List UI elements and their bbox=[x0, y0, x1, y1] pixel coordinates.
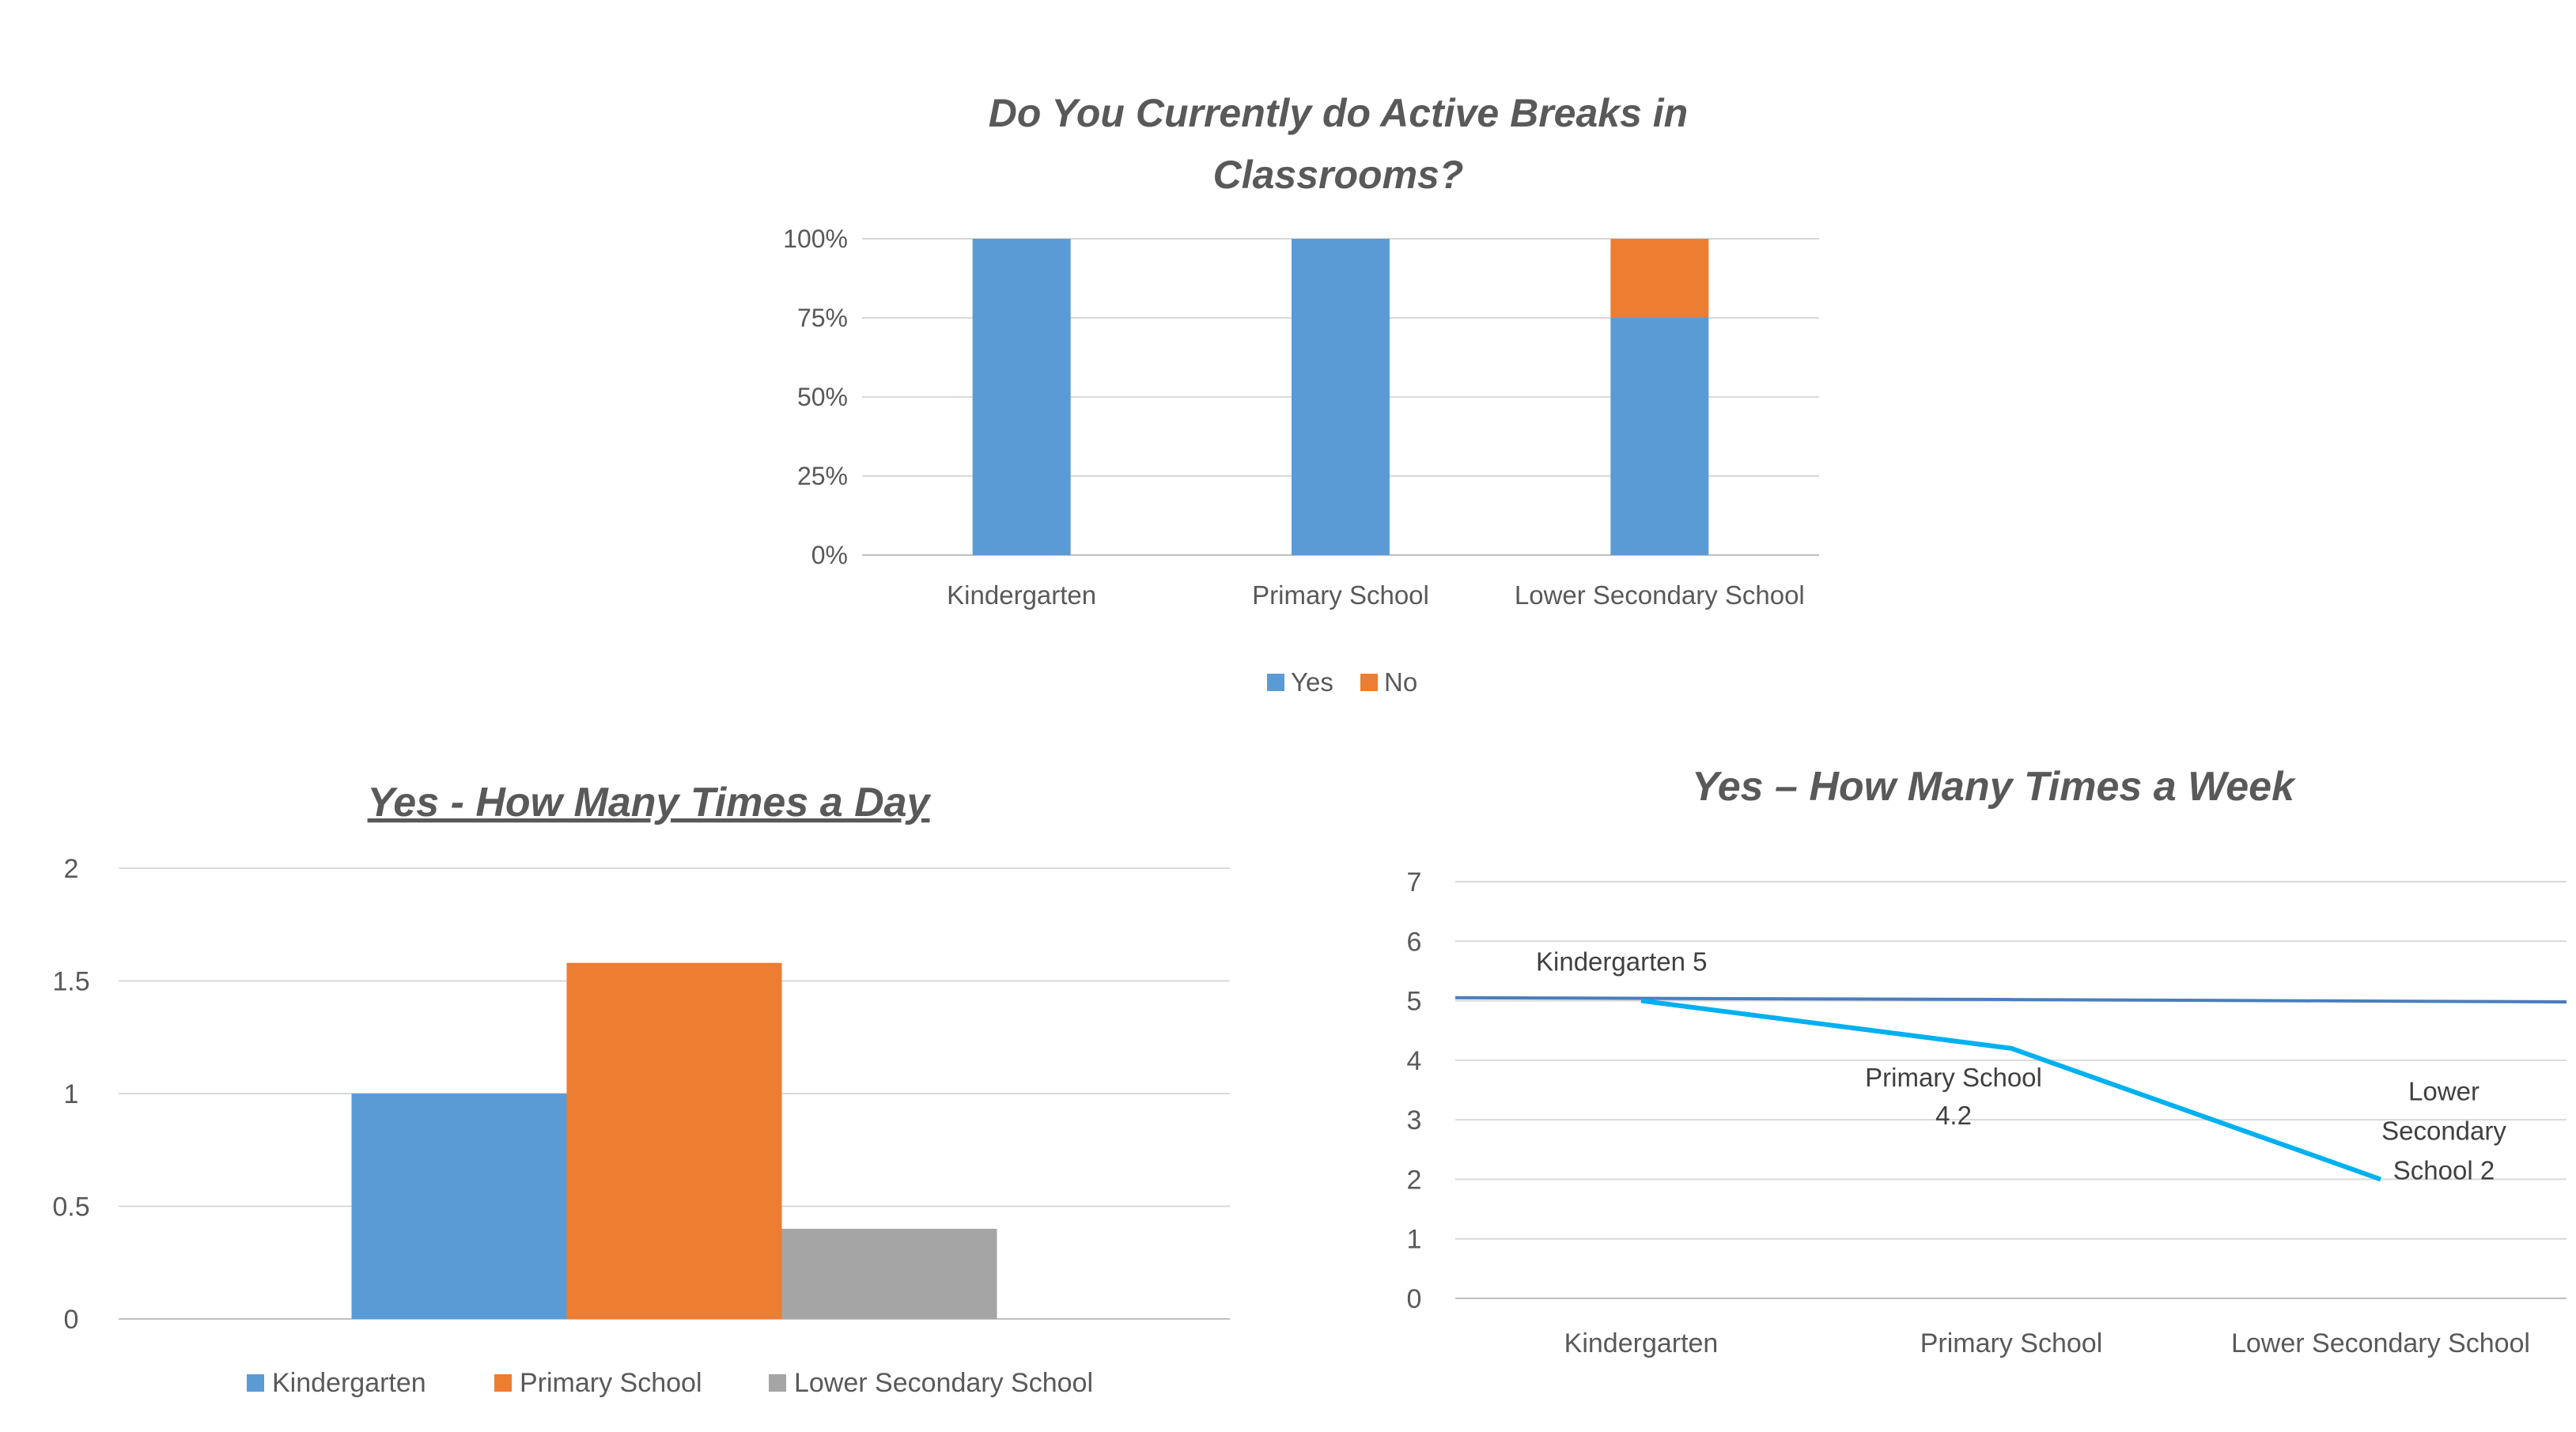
bar-no-2 bbox=[1610, 239, 1709, 318]
legend-label: Lower Secondary School bbox=[794, 1368, 1093, 1398]
chart-title: Yes - How Many Times a Day bbox=[368, 780, 932, 826]
legend-label: Yes bbox=[1291, 667, 1333, 697]
chart-active-breaks-svg: Do You Currently do Active Breaks in Cla… bbox=[783, 91, 1819, 697]
bar-0 bbox=[351, 1094, 567, 1319]
chart-title: Yes – How Many Times a Week bbox=[1692, 764, 2297, 810]
data-label-lower-secondary: Lower Secondary School 2 bbox=[2381, 1076, 2506, 1185]
legend-swatch bbox=[1267, 674, 1284, 691]
bar-yes-2 bbox=[1610, 318, 1709, 555]
x-tick-label: Lower Secondary School bbox=[1515, 580, 1805, 610]
legend-swatch bbox=[769, 1374, 786, 1392]
chart-title-line-2: Classrooms? bbox=[1213, 153, 1464, 197]
y-tick-label: 5 bbox=[1407, 987, 1422, 1017]
y-tick-label: 2 bbox=[64, 854, 79, 884]
y-tick-label: 6 bbox=[1407, 927, 1422, 957]
y-tick-label: 0.5 bbox=[52, 1192, 89, 1222]
chart-title-line-1: Do You Currently do Active Breaks in bbox=[989, 91, 1688, 135]
chart-active-breaks: Do You Currently do Active Breaks in Cla… bbox=[696, 63, 1961, 727]
chart-times-a-week-svg: Yes – How Many Times a Week 0 1 2 3 4 5 6 7 Kind… bbox=[1407, 764, 2567, 1358]
legend-swatch bbox=[1360, 674, 1378, 691]
x-tick-label: Primary School bbox=[1920, 1328, 2103, 1358]
bar-2 bbox=[781, 1229, 997, 1319]
bar-yes-1 bbox=[1292, 239, 1390, 555]
chart-times-a-week: Yes – How Many Times a Week 0 1 2 3 4 5 6 7 Kind… bbox=[1345, 743, 2576, 1423]
y-tick-label: 0% bbox=[811, 541, 848, 569]
y-tick-label: 0 bbox=[1407, 1284, 1422, 1314]
legend-swatch bbox=[247, 1374, 264, 1392]
y-tick-label: 25% bbox=[797, 462, 848, 490]
y-tick-label: 2 bbox=[1407, 1165, 1422, 1195]
y-tick-label: 100% bbox=[783, 225, 848, 253]
chart-times-a-day: Yes - How Many Times a Day 0 0.5 1 1.5 2 Kind… bbox=[16, 759, 1265, 1423]
y-tick-label: 7 bbox=[1407, 867, 1422, 897]
y-tick-label: 0 bbox=[64, 1305, 79, 1335]
y-tick-label: 4 bbox=[1407, 1046, 1422, 1076]
bar-yes-0 bbox=[972, 239, 1071, 555]
y-tick-label: 1 bbox=[64, 1079, 79, 1109]
legend-label: Kindergarten bbox=[272, 1368, 426, 1398]
data-label-primary: Primary School 4.2 bbox=[1865, 1063, 2042, 1130]
y-tick-label: 1 bbox=[1407, 1225, 1422, 1255]
x-tick-label: Primary School bbox=[1252, 580, 1429, 610]
legend-label: Primary School bbox=[520, 1368, 702, 1398]
series-line-reference bbox=[1454, 996, 2567, 1004]
data-label-kindergarten: Kindergarten 5 bbox=[1536, 947, 1707, 977]
x-tick-label: Lower Secondary School bbox=[2231, 1328, 2530, 1358]
y-tick-label: 50% bbox=[797, 383, 848, 411]
series-line-times-a-week bbox=[1640, 998, 2382, 1182]
y-tick-label: 75% bbox=[797, 304, 848, 332]
legend-swatch bbox=[494, 1374, 512, 1392]
legend-label: No bbox=[1384, 667, 1417, 697]
bar-1 bbox=[566, 962, 782, 1319]
x-tick-label: Kindergarten bbox=[1564, 1328, 1719, 1358]
x-tick-label: Kindergarten bbox=[947, 580, 1096, 610]
y-tick-label: 3 bbox=[1407, 1105, 1422, 1135]
y-tick-label: 1.5 bbox=[52, 967, 89, 997]
chart-times-a-day-svg: Yes - How Many Times a Day 0 0.5 1 1.5 2 Kind… bbox=[52, 780, 1230, 1398]
